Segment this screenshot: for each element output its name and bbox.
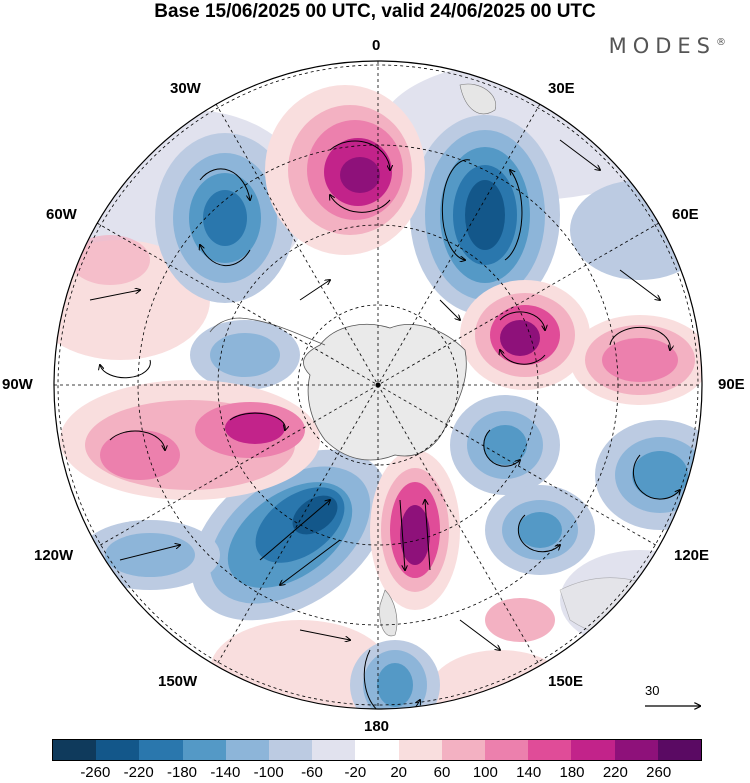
brand-logo: MODES® — [609, 34, 726, 58]
lon-label-120w: 120W — [34, 547, 74, 564]
map-boundary — [53, 60, 703, 710]
colorbar-tick-label: 100 — [472, 764, 498, 781]
colorbar-tick-label: -20 — [344, 764, 367, 781]
colorbar-tick-label: 220 — [602, 764, 628, 781]
chart-title: Base 15/06/2025 00 UTC, valid 24/06/2025… — [154, 1, 596, 22]
colorbar-tick-label: -180 — [166, 764, 198, 781]
wind-vectors — [89, 139, 680, 709]
negative-anomaly-centers — [80, 115, 702, 709]
antarctic-peninsula — [209, 317, 326, 346]
lon-label-150w: 150W — [158, 673, 198, 690]
colorbar-tick-label: -60 — [301, 764, 323, 781]
colorbar-swatch — [225, 740, 270, 760]
field-layer — [54, 61, 702, 709]
colorbar-swatch — [53, 740, 97, 760]
colorbar-swatch — [355, 740, 399, 760]
colorbar-tick-label: 140 — [516, 764, 542, 781]
colorbar-tick-label: 20 — [390, 764, 407, 781]
lon-label-90w: 90W — [2, 376, 33, 393]
colorbar-ticks: -260 -220 -180 -140 -100 -60 -20 20 60 100 140 180 2… — [0, 764, 750, 782]
colorbar-swatch — [139, 740, 183, 760]
positive-anomaly-centers — [60, 85, 702, 642]
lon-label-30e: 30E — [548, 80, 575, 97]
colorbar-tick-label: -100 — [253, 764, 284, 781]
colorbar-tick-label: 180 — [559, 764, 585, 781]
colorbar-swatch — [269, 740, 313, 760]
colorbar-swatch — [398, 740, 442, 760]
colorbar-tick-label: 60 — [433, 764, 451, 781]
registered-mark: ® — [716, 37, 726, 48]
colorbar-swatch — [657, 740, 702, 760]
colorbar — [52, 739, 702, 761]
lon-label-90e: 90E — [718, 376, 745, 393]
lon-label-60w: 60W — [46, 206, 77, 223]
colorbar-swatch — [571, 740, 615, 760]
lon-label-30w: 30W — [170, 80, 201, 97]
colorbar-tick-label: 260 — [646, 764, 672, 781]
colorbar-swatch — [96, 740, 140, 760]
colorbar-tick-label: -220 — [123, 764, 154, 781]
colorbar-swatch — [441, 740, 486, 760]
colorbar-tick-label: -140 — [210, 764, 241, 781]
colorbar-swatch — [528, 740, 572, 760]
south-pole-marker — [375, 382, 381, 388]
africa-tip — [459, 83, 497, 115]
lon-label-0: 0 — [372, 37, 381, 54]
colorbar-swatch — [182, 740, 226, 760]
reference-vector-label: 30 — [645, 683, 660, 698]
lon-label-180: 180 — [364, 718, 390, 735]
colorbar-tick-label: -260 — [80, 764, 111, 781]
colorbar-swatch — [312, 740, 356, 760]
brand-name: MODES — [608, 34, 716, 58]
lon-label-120e: 120E — [674, 547, 710, 564]
antarctica-landmass — [303, 323, 467, 461]
colorbar-swatch — [614, 740, 658, 760]
lon-label-60e: 60E — [672, 206, 699, 223]
colorbar-swatch — [485, 740, 529, 760]
lon-label-150e: 150E — [548, 673, 584, 690]
